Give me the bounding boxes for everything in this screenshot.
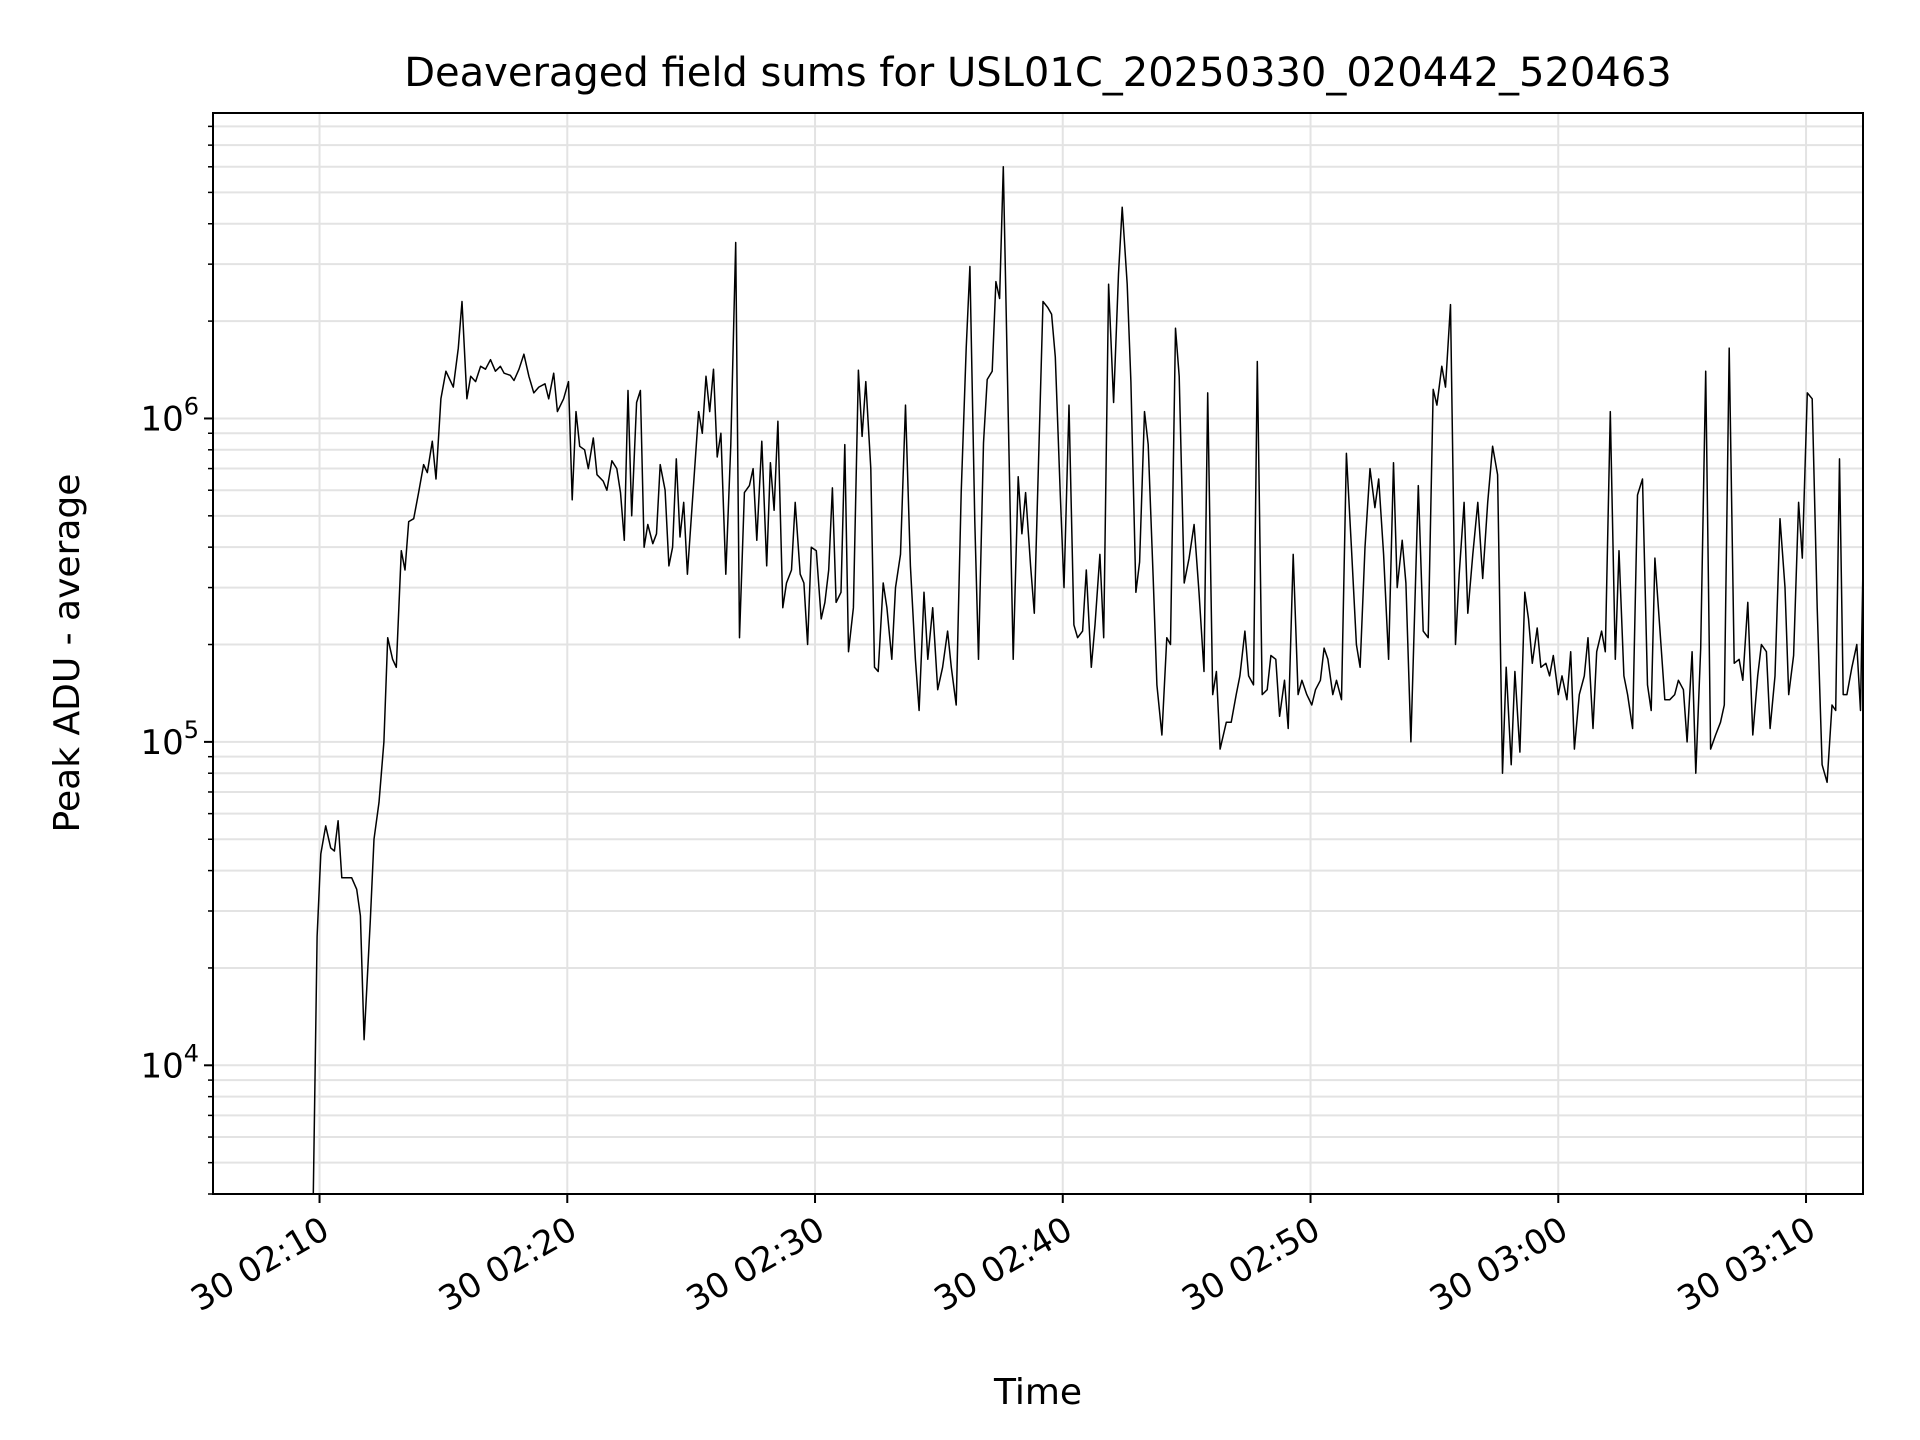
series-line: [312, 166, 1863, 1194]
plot-frame: [212, 112, 1864, 1195]
x-axis-label: Time: [993, 1372, 1082, 1413]
y-tick-label: 106: [140, 392, 199, 439]
y-axis-ticks: 104 105 106: [140, 125, 213, 1195]
y-axis-label: Peak ADU - average: [47, 474, 88, 833]
grid: [213, 113, 1863, 1195]
y-tick-label: 104: [140, 1039, 199, 1086]
chart-title: Deaveraged field sums for USL01C_2025033…: [404, 50, 1671, 96]
y-tick-label: 105: [140, 716, 199, 763]
series-layer: [312, 166, 1863, 1194]
